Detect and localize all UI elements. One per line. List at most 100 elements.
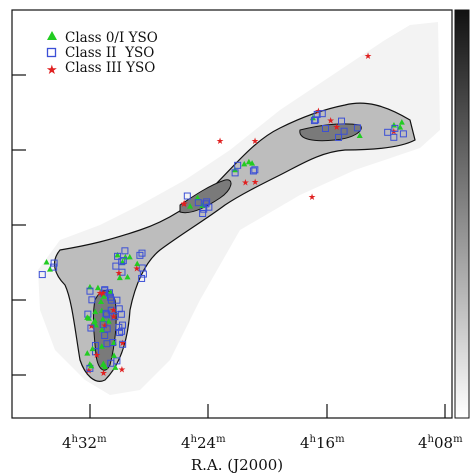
class-0-i-yso-marker	[94, 284, 101, 291]
x-tick-label-3: 4h08m	[418, 434, 463, 452]
yso-markers: ★★★★★★★★★★★★★★★★★★★★★★★★★★	[38, 52, 407, 379]
class-ii-yso-marker	[116, 329, 124, 337]
class-ii-yso-marker	[313, 110, 321, 118]
class-iii-yso-marker: ★	[180, 200, 188, 210]
class-0-i-yso-marker	[241, 160, 248, 167]
class-ii-yso-marker	[117, 310, 125, 318]
legend-triangle-icon	[47, 31, 57, 40]
class-0-i-yso-marker	[187, 203, 194, 209]
class-ii-yso-marker	[318, 110, 326, 118]
legend-label-2: Class III YSO	[65, 60, 155, 76]
class-ii-yso-marker	[139, 270, 147, 278]
class-ii-yso-marker	[338, 117, 346, 125]
legend-square-icon	[46, 47, 57, 58]
class-0-i-yso-marker	[98, 298, 105, 305]
class-iii-yso-marker: ★	[333, 123, 341, 133]
x-axis-label: R.A. (J2000)	[191, 456, 283, 474]
x-tick-label-2: 4h16m	[300, 434, 345, 452]
class-ii-yso-marker	[88, 296, 96, 304]
class-iii-yso-marker: ★	[364, 52, 372, 62]
class-ii-yso-marker	[99, 321, 107, 329]
filament	[53, 102, 416, 382]
class-iii-yso-marker: ★	[100, 369, 108, 379]
class-ii-yso-marker	[115, 305, 123, 313]
class-0-i-yso-marker	[98, 343, 105, 349]
legend-label-1: Class II YSO	[65, 45, 154, 61]
class-ii-yso-marker	[249, 167, 257, 175]
class-iii-yso-marker: ★	[251, 178, 259, 188]
class-ii-yso-marker	[384, 128, 392, 136]
class-ii-yso-marker	[118, 268, 126, 276]
class-ii-yso-marker	[353, 124, 361, 132]
class-iii-yso-marker: ★	[99, 289, 107, 299]
class-0-i-yso-marker	[99, 361, 106, 367]
class-0-i-yso-marker	[114, 251, 121, 258]
class-iii-yso-marker: ★	[327, 116, 335, 126]
class-0-i-yso-marker	[89, 345, 96, 352]
class-ii-yso-marker	[107, 296, 115, 304]
class-0-i-yso-marker	[85, 315, 92, 321]
class-iii-yso-marker: ★	[110, 312, 118, 322]
class-ii-yso-marker	[114, 252, 122, 260]
class-iii-yso-marker: ★	[101, 321, 109, 331]
class-ii-yso-marker	[92, 348, 100, 356]
class-iii-yso-marker: ★	[251, 137, 259, 147]
class-0-i-yso-marker	[356, 132, 363, 138]
class-ii-yso-marker	[102, 309, 110, 317]
class-ii-yso-marker	[121, 247, 129, 255]
legend-star-icon: ★	[46, 63, 58, 78]
x-tick-label-0: 4h32m	[62, 434, 107, 452]
class-ii-yso-marker	[194, 199, 202, 207]
class-0-i-yso-marker	[398, 119, 405, 125]
class-iii-yso-marker: ★	[180, 200, 188, 210]
legend: Class 0/I YSO Class II YSO ★ Class III Y…	[46, 30, 158, 78]
class-ii-yso-marker	[399, 130, 407, 138]
class-ii-yso-marker	[340, 127, 348, 135]
class-ii-yso-marker	[86, 287, 94, 295]
class-ii-yso-marker	[111, 313, 119, 321]
class-0-i-yso-marker	[46, 266, 53, 272]
class-ii-yso-marker	[234, 161, 242, 169]
colorbar	[454, 9, 470, 419]
class-ii-yso-marker	[103, 340, 111, 348]
class-ii-yso-marker	[251, 166, 259, 174]
class-0-i-yso-marker	[43, 259, 50, 265]
class-ii-yso-marker	[136, 251, 144, 259]
class-iii-yso-marker: ★	[241, 178, 249, 188]
class-iii-yso-marker: ★	[119, 339, 127, 349]
class-0-i-yso-marker	[397, 124, 404, 130]
class-ii-yso-marker	[183, 192, 191, 200]
class-0-i-yso-marker	[100, 293, 107, 299]
class-iii-yso-marker: ★	[115, 269, 123, 279]
x-tick-label-1: 4h24m	[181, 434, 226, 452]
class-0-i-yso-marker	[112, 364, 119, 370]
class-ii-yso-marker	[118, 327, 126, 335]
tick-marks	[12, 74, 446, 418]
class-ii-yso-marker	[390, 133, 398, 141]
class-ii-yso-marker	[391, 124, 399, 132]
class-iii-yso-marker: ★	[118, 365, 126, 375]
plot-frame	[11, 9, 453, 419]
class-ii-yso-marker	[119, 340, 127, 348]
class-ii-yso-marker	[118, 258, 126, 266]
cloud-map	[38, 22, 440, 395]
class-0-i-yso-marker	[98, 326, 105, 333]
class-ii-yso-marker	[138, 274, 146, 282]
class-iii-yso-marker: ★	[110, 306, 118, 316]
x-tick-labels: 4h32m 4h24m 4h16m 4h08m	[62, 434, 463, 452]
class-iii-yso-marker: ★	[93, 351, 101, 361]
class-ii-yso-marker	[231, 169, 239, 177]
class-0-i-yso-marker	[88, 362, 95, 369]
class-iii-yso-marker: ★	[314, 107, 322, 117]
class-ii-yso-marker	[50, 263, 58, 271]
class-0-i-yso-marker	[124, 273, 131, 280]
class-0-i-yso-marker	[249, 160, 256, 166]
class-ii-yso-marker	[202, 200, 210, 208]
class-0-i-yso-marker	[194, 194, 201, 201]
class-ii-yso-marker	[87, 324, 95, 332]
class-0-i-yso-marker	[134, 260, 141, 267]
class-ii-yso-marker	[38, 271, 46, 279]
class-ii-yso-marker	[138, 249, 146, 257]
class-0-i-yso-marker	[390, 122, 397, 128]
